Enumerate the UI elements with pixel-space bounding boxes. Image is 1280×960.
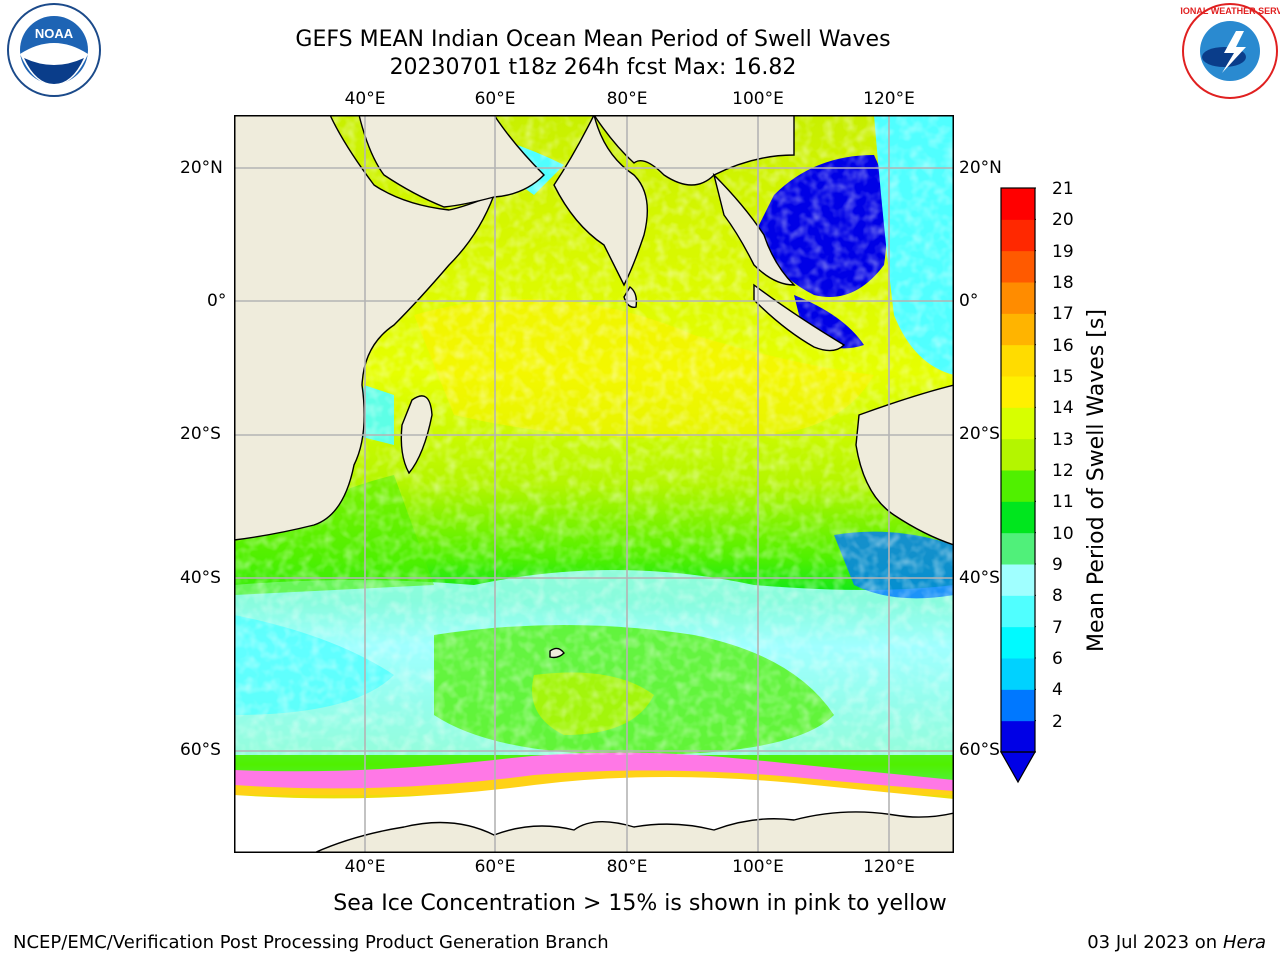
colorbar-tick-label: 20 <box>1052 210 1074 231</box>
land-arabia-upper <box>358 114 545 208</box>
colorbar-extend-arrow <box>999 751 1037 784</box>
colorbar-tick-label: 4 <box>1052 680 1063 701</box>
land-india <box>553 112 649 287</box>
lon-label-bottom-100e: 100°E <box>732 857 784 877</box>
colorbar-tick-label: 16 <box>1052 335 1074 356</box>
lon-label-top-120e: 120°E <box>863 89 915 109</box>
lon-label-top-100e: 100°E <box>732 89 784 109</box>
colorbar-tick-label: 19 <box>1052 241 1074 262</box>
lon-label-bottom-80e: 80°E <box>606 857 648 877</box>
lon-label-top-60e: 60°E <box>474 89 516 109</box>
colorbar-segment <box>1001 658 1035 690</box>
colorbar-tick-label: 6 <box>1052 649 1063 669</box>
colorbar-tick-label: 9 <box>1052 555 1063 575</box>
colorbar-segment <box>1001 344 1035 377</box>
lon-label-bottom-40e: 40°E <box>344 857 386 877</box>
map-frame <box>234 115 954 853</box>
colorbar-tick-label: 12 <box>1052 461 1074 481</box>
footer-credit: NCEP/EMC/Verification Post Processing Pr… <box>13 932 609 953</box>
lon-label-bottom-120e: 120°E <box>863 857 915 877</box>
lat-label-right-20s: 20°S <box>959 424 1000 444</box>
colorbar-segment <box>1001 376 1035 408</box>
footer-host: Hera <box>1222 932 1266 953</box>
colorbar-tick-label: 7 <box>1052 617 1063 638</box>
colorbar-segment <box>1001 250 1035 283</box>
land-se-asia <box>712 172 796 286</box>
colorbar-tick-label: 18 <box>1052 273 1074 293</box>
colorbar-segment <box>1001 595 1035 628</box>
svg-text:NOAA: NOAA <box>35 26 74 41</box>
colorbar <box>999 186 1040 786</box>
noaa-logo: NOAA <box>4 2 104 102</box>
colorbar-tick-label: 13 <box>1052 429 1074 450</box>
lon-label-top-40e: 40°E <box>344 89 386 109</box>
colorbar-tick-label: 14 <box>1052 398 1074 419</box>
lat-label-left-0: 0° <box>207 291 227 311</box>
sea-ice-note: Sea Ice Concentration > 15% is shown in … <box>333 891 947 916</box>
colorbar-segment <box>1001 470 1035 502</box>
colorbar-segment <box>1001 501 1035 534</box>
lat-label-left-20n: 20°N <box>180 158 223 178</box>
lat-label-right-0: 0° <box>959 291 979 311</box>
colorbar-title: Mean Period of Swell Waves [s] <box>1084 309 1109 652</box>
land-kerguelen <box>549 647 565 659</box>
colorbar-segment <box>1001 188 1035 220</box>
colorbar-segment <box>1001 407 1035 440</box>
colorbar-tick-label: 15 <box>1052 367 1074 387</box>
chart-title: GEFS MEAN Indian Ocean Mean Period of Sw… <box>295 27 891 52</box>
swell-period-map <box>233 112 955 854</box>
colorbar-segment <box>1001 313 1035 346</box>
nws-logo: NATIONAL WEATHER SERVICE <box>1163 1 1280 101</box>
lat-label-right-20n: 20°N <box>959 158 1002 178</box>
colorbar-ticks: 21 20 19 18 17 16 15 14 13 12 11 10 9 8 7 6 4 2 <box>1052 178 1092 768</box>
colorbar-segment <box>1001 689 1035 722</box>
colorbar-tick-label: 8 <box>1052 586 1063 607</box>
lat-label-right-40s: 40°S <box>959 568 1000 588</box>
colorbar-segment <box>1001 532 1035 565</box>
colorbar-tick-label: 10 <box>1052 523 1074 544</box>
land-australia <box>855 384 955 853</box>
lon-label-bottom-60e: 60°E <box>474 857 516 877</box>
lat-label-left-60s: 60°S <box>180 740 221 760</box>
colorbar-tick-label: 21 <box>1052 179 1074 199</box>
colorbar-tick-label: 11 <box>1052 492 1074 513</box>
colorbar-segment <box>1001 438 1035 471</box>
colorbar-tick-label: 2 <box>1052 711 1063 732</box>
colorbar-segment <box>1001 626 1035 659</box>
svg-text:NATIONAL WEATHER SERVICE: NATIONAL WEATHER SERVICE <box>1180 6 1280 16</box>
colorbar-segment <box>1001 564 1035 596</box>
lon-label-top-80e: 80°E <box>606 89 648 109</box>
land-masses <box>233 112 955 854</box>
colorbar-tick-label: 17 <box>1052 304 1074 325</box>
lat-label-right-60s: 60°S <box>959 740 1000 760</box>
colorbar-segment <box>1001 219 1035 252</box>
footer-date-text: 03 Jul 2023 on <box>1087 932 1223 953</box>
graticule <box>234 115 954 853</box>
lat-label-left-20s: 20°S <box>180 424 221 444</box>
colorbar-segment <box>1001 282 1035 314</box>
lat-label-left-40s: 40°S <box>180 568 221 588</box>
chart-subtitle: 20230701 t18z 264h fcst Max: 16.82 <box>389 55 797 80</box>
land-antarctica <box>313 811 955 854</box>
footer-date: 03 Jul 2023 on Hera <box>1087 932 1266 953</box>
colorbar-segment <box>1001 720 1035 753</box>
